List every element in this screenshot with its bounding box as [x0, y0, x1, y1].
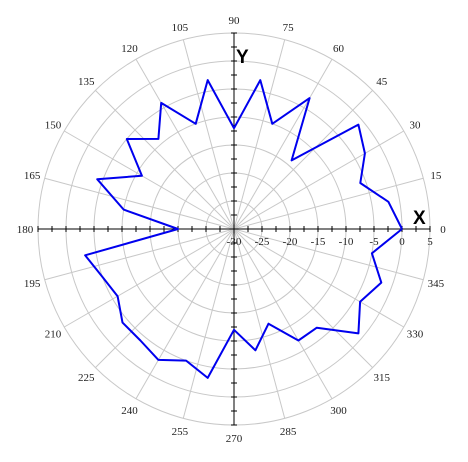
grid-spoke-13: [44, 228, 235, 281]
data-series: [84, 79, 403, 379]
radial-tick-label: -10: [339, 236, 354, 248]
angle-tick-label: 270: [226, 433, 243, 445]
angle-tick-label: 345: [428, 278, 445, 290]
polar-axes: [37, 32, 431, 426]
grid-spoke-14: [64, 228, 235, 328]
angle-tick-label: 255: [172, 426, 189, 438]
angle-tick-label: 60: [333, 43, 345, 55]
grid-spoke-4: [233, 59, 333, 230]
radial-tick-label: -20: [283, 236, 298, 248]
angle-tick-label: 210: [45, 329, 62, 341]
angle-tick-label: 240: [121, 405, 138, 417]
angle-tick-label: 300: [330, 405, 347, 417]
radial-tick-label: -15: [311, 236, 326, 248]
grid-spoke-3: [233, 90, 373, 230]
angle-tick-label: 150: [45, 120, 62, 132]
angle-tick-label: 330: [407, 329, 424, 341]
grid-spoke-17: [182, 228, 235, 419]
angle-tick-label: 75: [283, 22, 295, 34]
grid-spoke-15: [95, 228, 235, 368]
grid-spoke-16: [135, 228, 235, 399]
angle-tick-label: 165: [24, 170, 41, 182]
angle-tick-label: 195: [24, 278, 41, 290]
angle-tick-label: 285: [280, 426, 297, 438]
angle-tick-label: 30: [410, 120, 422, 132]
grid-spoke-9: [95, 90, 235, 230]
grid-spoke-7: [182, 39, 235, 230]
angle-tick-labels: 0 15 30 45 60 75 90 105 120 135 150 165 180 195 210 225…: [17, 15, 447, 445]
radial-tick-label: 5: [427, 236, 433, 248]
grid-spoke-11: [44, 177, 235, 230]
grid-spoke-1: [233, 177, 424, 230]
radial-tick-label: -30: [227, 236, 242, 248]
grid-spoke-5: [233, 39, 286, 230]
grid-spoke-19: [233, 228, 286, 419]
grid-spoke-10: [64, 130, 235, 230]
radial-tick-label: -25: [255, 236, 270, 248]
radial-tick-label: 0: [399, 236, 405, 248]
angle-tick-label: 90: [229, 15, 241, 27]
grid-spoke-21: [233, 228, 373, 368]
radial-tick-label: -5: [369, 236, 379, 248]
angle-tick-label: 225: [78, 372, 95, 384]
angle-tick-label: 315: [374, 372, 391, 384]
grid-spoke-23: [233, 228, 424, 281]
grid-spoke-22: [233, 228, 404, 328]
y-axis-label: Y: [236, 47, 249, 68]
series-line-0: [84, 79, 403, 379]
grid-spoke-2: [233, 130, 404, 230]
angle-tick-label: 120: [121, 43, 138, 55]
radial-tick-labels: -30 -25 -20 -15 -10 -5 0 5: [227, 236, 434, 248]
angle-tick-label: 105: [172, 22, 189, 34]
grid-spoke-8: [135, 59, 235, 230]
angle-tick-label: 180: [17, 224, 34, 236]
angle-tick-label: 135: [78, 76, 95, 88]
angle-tick-label: 45: [376, 76, 388, 88]
x-axis-label: X: [413, 208, 426, 229]
angle-tick-label: 0: [440, 224, 446, 236]
grid-spoke-20: [233, 228, 333, 399]
angle-tick-label: 15: [430, 170, 442, 182]
